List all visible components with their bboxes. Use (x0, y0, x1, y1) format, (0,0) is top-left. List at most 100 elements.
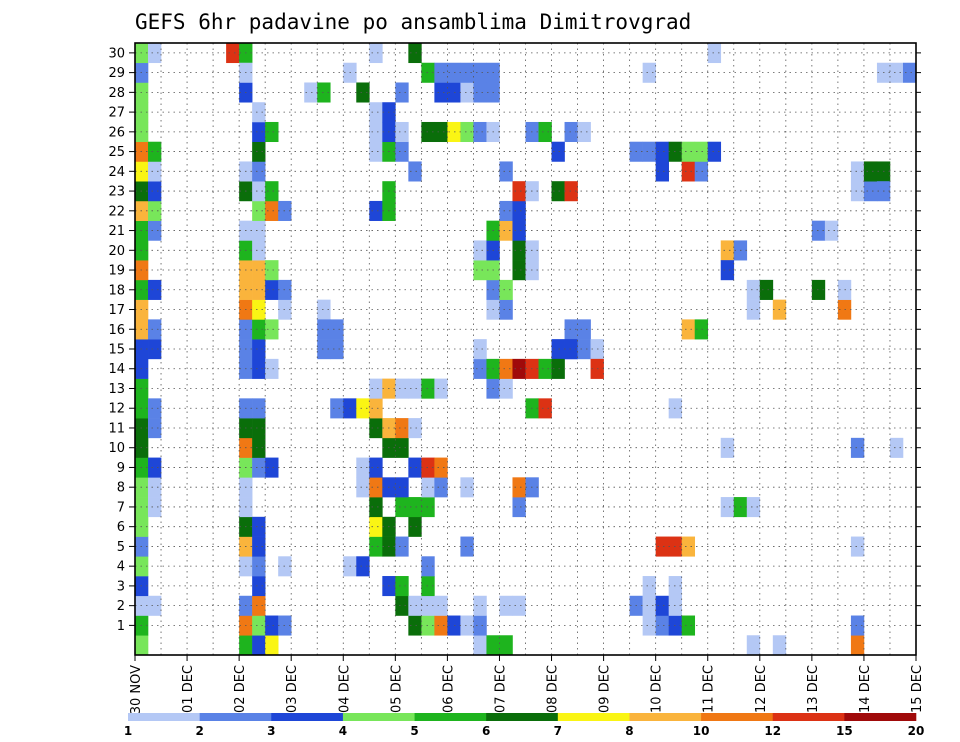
colorbar-label: 6 (482, 724, 490, 738)
heatmap-cell (252, 615, 266, 636)
heatmap-cell (148, 141, 162, 162)
heatmap-cell (317, 299, 331, 320)
heatmap-cell (499, 378, 513, 399)
heatmap-cell (252, 457, 266, 478)
heatmap-cell (421, 497, 435, 518)
x-tick-label: 12 DEC (754, 665, 769, 713)
heatmap-cell (421, 457, 435, 478)
y-tick-label: 17 (108, 303, 125, 318)
heatmap-cell (395, 82, 409, 103)
heatmap-cell (577, 319, 591, 340)
colorbar-label: 3 (267, 724, 275, 738)
y-tick-label: 10 (108, 441, 125, 456)
heatmap-cell (304, 82, 318, 103)
heatmap-cell (369, 121, 383, 143)
heatmap-cell (512, 477, 526, 498)
x-axis: 30 NOV 01 DEC 02 DEC 03 DEC 04 DEC 05 DEC 06 D… (129, 655, 925, 714)
heatmap-cell (369, 141, 383, 162)
heatmap-cell (564, 181, 578, 202)
heatmap-cell (499, 595, 513, 616)
heatmap-cell (252, 576, 266, 597)
y-tick-label: 2 (117, 599, 125, 614)
x-tick-label: 08 DEC (546, 665, 561, 713)
heatmap-cell (317, 319, 331, 340)
heatmap-cell (473, 635, 487, 656)
heatmap-cell (681, 319, 696, 340)
heatmap-cell (772, 635, 787, 656)
heatmap-cell (408, 595, 422, 616)
colorbar-swatch (844, 713, 917, 721)
heatmap-cell (434, 82, 448, 103)
heatmap-cell (395, 437, 409, 458)
heatmap-cell (421, 62, 435, 83)
heatmap-cell (499, 200, 513, 221)
heatmap-cell (642, 62, 656, 83)
heatmap-cell (889, 437, 904, 458)
heatmap-cell (148, 220, 162, 241)
heatmap-cell (369, 43, 383, 64)
colorbar-label: 4 (339, 724, 347, 738)
heatmap-cell (863, 181, 878, 202)
colorbar-label: 15 (836, 724, 853, 738)
y-tick-label: 22 (108, 204, 125, 219)
heatmap-cell (265, 358, 279, 379)
y-tick-label: 27 (108, 106, 125, 121)
heatmap-cell (512, 181, 526, 202)
heatmap-cell (434, 615, 448, 636)
colorbar-swatch (414, 713, 487, 721)
y-tick-label: 16 (108, 323, 125, 338)
heatmap-cell (460, 536, 474, 557)
y-tick-label: 3 (117, 579, 125, 594)
colorbar-label: 2 (195, 724, 203, 738)
heatmap-cell (356, 477, 370, 498)
y-tick-label: 6 (117, 520, 125, 535)
heatmap-cell (473, 121, 487, 143)
heatmap-cell (148, 398, 162, 419)
heatmap-cell (850, 437, 865, 458)
heatmap-cell (538, 358, 552, 379)
heatmap-cell (681, 536, 696, 557)
y-tick-label: 11 (108, 421, 125, 436)
heatmap-cell (148, 595, 162, 616)
heatmap-cell (265, 279, 279, 300)
heatmap-cell (369, 516, 383, 537)
heatmap-cell (434, 477, 448, 498)
heatmap-cell (694, 319, 709, 340)
heatmap-cell (850, 536, 865, 557)
heatmap-cell (395, 418, 409, 439)
colorbar-label: 1 (124, 724, 132, 738)
heatmap-cell (265, 319, 279, 340)
heatmap-cell (434, 121, 448, 143)
heatmap-cell (148, 497, 162, 518)
colorbar-swatch (629, 713, 702, 721)
heatmap-cell (265, 181, 279, 202)
heatmap-cell (252, 516, 266, 537)
heatmap-cell (473, 595, 487, 616)
heatmap-cell (421, 477, 435, 498)
heatmap-cell (746, 299, 761, 320)
x-tick-label: 03 DEC (285, 665, 300, 713)
heatmap-cell (252, 181, 266, 202)
chart-title: GEFS 6hr padavine po ansamblima Dimitrov… (135, 10, 691, 34)
heatmap-cell (512, 240, 526, 261)
y-tick-label: 23 (108, 185, 125, 200)
heatmap-cell (434, 457, 448, 478)
y-tick-label: 14 (108, 362, 125, 377)
heatmap-cell (460, 62, 474, 83)
heatmap-cell (551, 358, 565, 379)
heatmap-cell (252, 358, 266, 379)
heatmap-cell (252, 319, 266, 340)
heatmap-cell (265, 121, 279, 143)
heatmap-cell (395, 378, 409, 399)
colorbar-swatch (271, 713, 344, 721)
heatmap-cell (252, 299, 266, 320)
heatmap-cell (512, 358, 526, 379)
heatmap-cell (421, 556, 435, 577)
grid-lines (135, 43, 916, 655)
heatmap-cell (824, 220, 839, 241)
heatmap-cell (538, 121, 552, 143)
heatmap-cell (369, 378, 383, 399)
heatmap-cell (252, 279, 266, 300)
heatmap-cell (148, 319, 162, 340)
